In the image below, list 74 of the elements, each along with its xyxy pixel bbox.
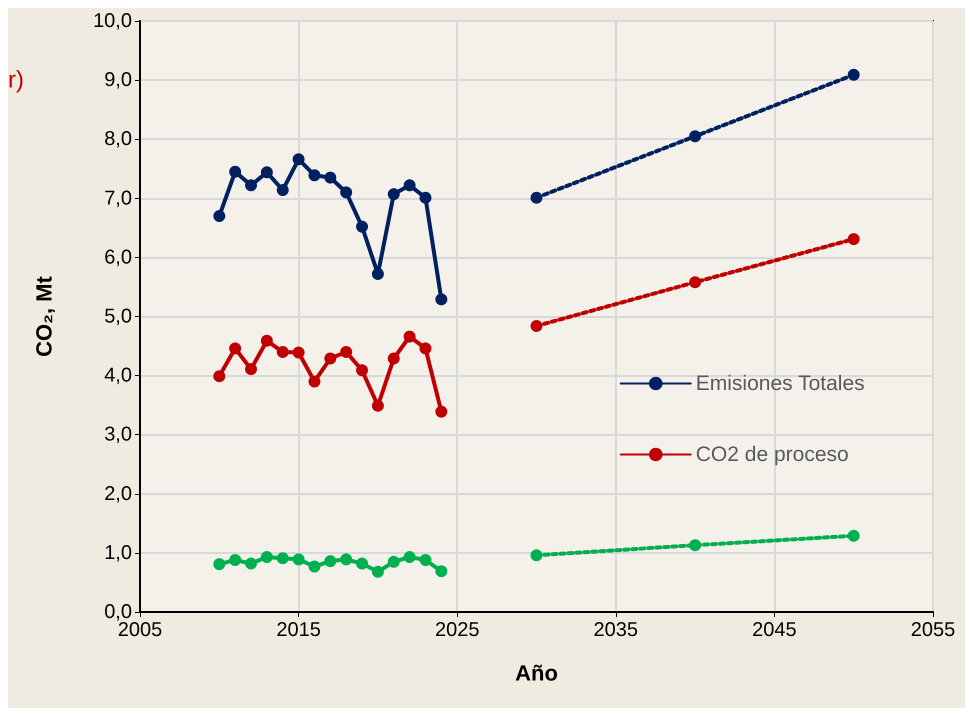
point bbox=[848, 68, 860, 81]
point bbox=[530, 549, 542, 562]
x-tick-label: 2015 bbox=[276, 619, 321, 641]
point bbox=[689, 276, 702, 288]
point bbox=[324, 172, 336, 184]
y-tick-label: 7,0 bbox=[104, 187, 132, 210]
y-tick-label: 4,0 bbox=[104, 364, 132, 387]
point bbox=[260, 551, 273, 564]
y-axis-title: CO₂, Mt bbox=[32, 276, 56, 357]
point bbox=[229, 166, 242, 178]
point bbox=[260, 166, 273, 178]
point bbox=[848, 233, 860, 246]
point bbox=[292, 153, 305, 166]
point bbox=[435, 406, 448, 418]
point bbox=[213, 370, 226, 382]
y-tick-label: 1,0 bbox=[104, 542, 132, 564]
point bbox=[292, 346, 305, 359]
point bbox=[419, 554, 432, 566]
point bbox=[435, 565, 448, 578]
point bbox=[372, 268, 384, 280]
point bbox=[229, 554, 242, 566]
point bbox=[308, 169, 320, 182]
point bbox=[245, 179, 258, 192]
point bbox=[245, 363, 258, 376]
text: r) bbox=[8, 66, 24, 94]
point bbox=[340, 346, 352, 358]
point bbox=[340, 186, 352, 198]
point bbox=[404, 551, 416, 564]
point bbox=[530, 320, 542, 332]
x-tick-label: 2055 bbox=[910, 619, 956, 641]
point bbox=[419, 342, 432, 354]
point bbox=[340, 553, 352, 566]
point bbox=[356, 364, 368, 376]
y-tick-label: 5,0 bbox=[104, 306, 132, 328]
point bbox=[324, 352, 336, 364]
point bbox=[324, 555, 336, 568]
point bbox=[689, 130, 702, 142]
point bbox=[372, 400, 384, 412]
point bbox=[356, 558, 368, 570]
point bbox=[276, 184, 289, 196]
y-tick-label: 8,0 bbox=[104, 128, 132, 150]
legend-label: Emisiones Totales bbox=[696, 372, 865, 395]
point bbox=[388, 352, 400, 364]
point bbox=[848, 530, 860, 542]
y-tick-label: 10,0 bbox=[93, 10, 132, 32]
point bbox=[213, 210, 226, 222]
y-tick-label: 6,0 bbox=[104, 246, 132, 268]
point bbox=[689, 539, 702, 552]
point bbox=[276, 346, 289, 358]
point bbox=[245, 558, 258, 570]
point bbox=[404, 330, 416, 343]
point bbox=[356, 220, 368, 233]
point bbox=[388, 556, 400, 568]
x-tick-label: 2045 bbox=[752, 619, 797, 641]
x-tick-label: 2035 bbox=[594, 619, 638, 641]
point bbox=[419, 192, 432, 204]
point bbox=[229, 342, 242, 354]
point bbox=[260, 334, 273, 347]
y-tick-label: 3,0 bbox=[104, 424, 132, 446]
point bbox=[213, 558, 226, 570]
y-tick-label: 2,0 bbox=[104, 482, 132, 505]
point bbox=[276, 552, 289, 564]
x-axis-title: Año bbox=[515, 660, 558, 686]
legend-label: CO2 de proceso bbox=[696, 443, 849, 466]
y-tick-label: 9,0 bbox=[104, 69, 132, 92]
point bbox=[530, 192, 542, 204]
point bbox=[388, 188, 400, 200]
point bbox=[308, 376, 320, 388]
point bbox=[404, 179, 416, 192]
point bbox=[308, 560, 320, 572]
point bbox=[372, 566, 384, 578]
point bbox=[292, 553, 305, 566]
point bbox=[435, 293, 448, 306]
x-tick-label: 2025 bbox=[434, 619, 480, 641]
